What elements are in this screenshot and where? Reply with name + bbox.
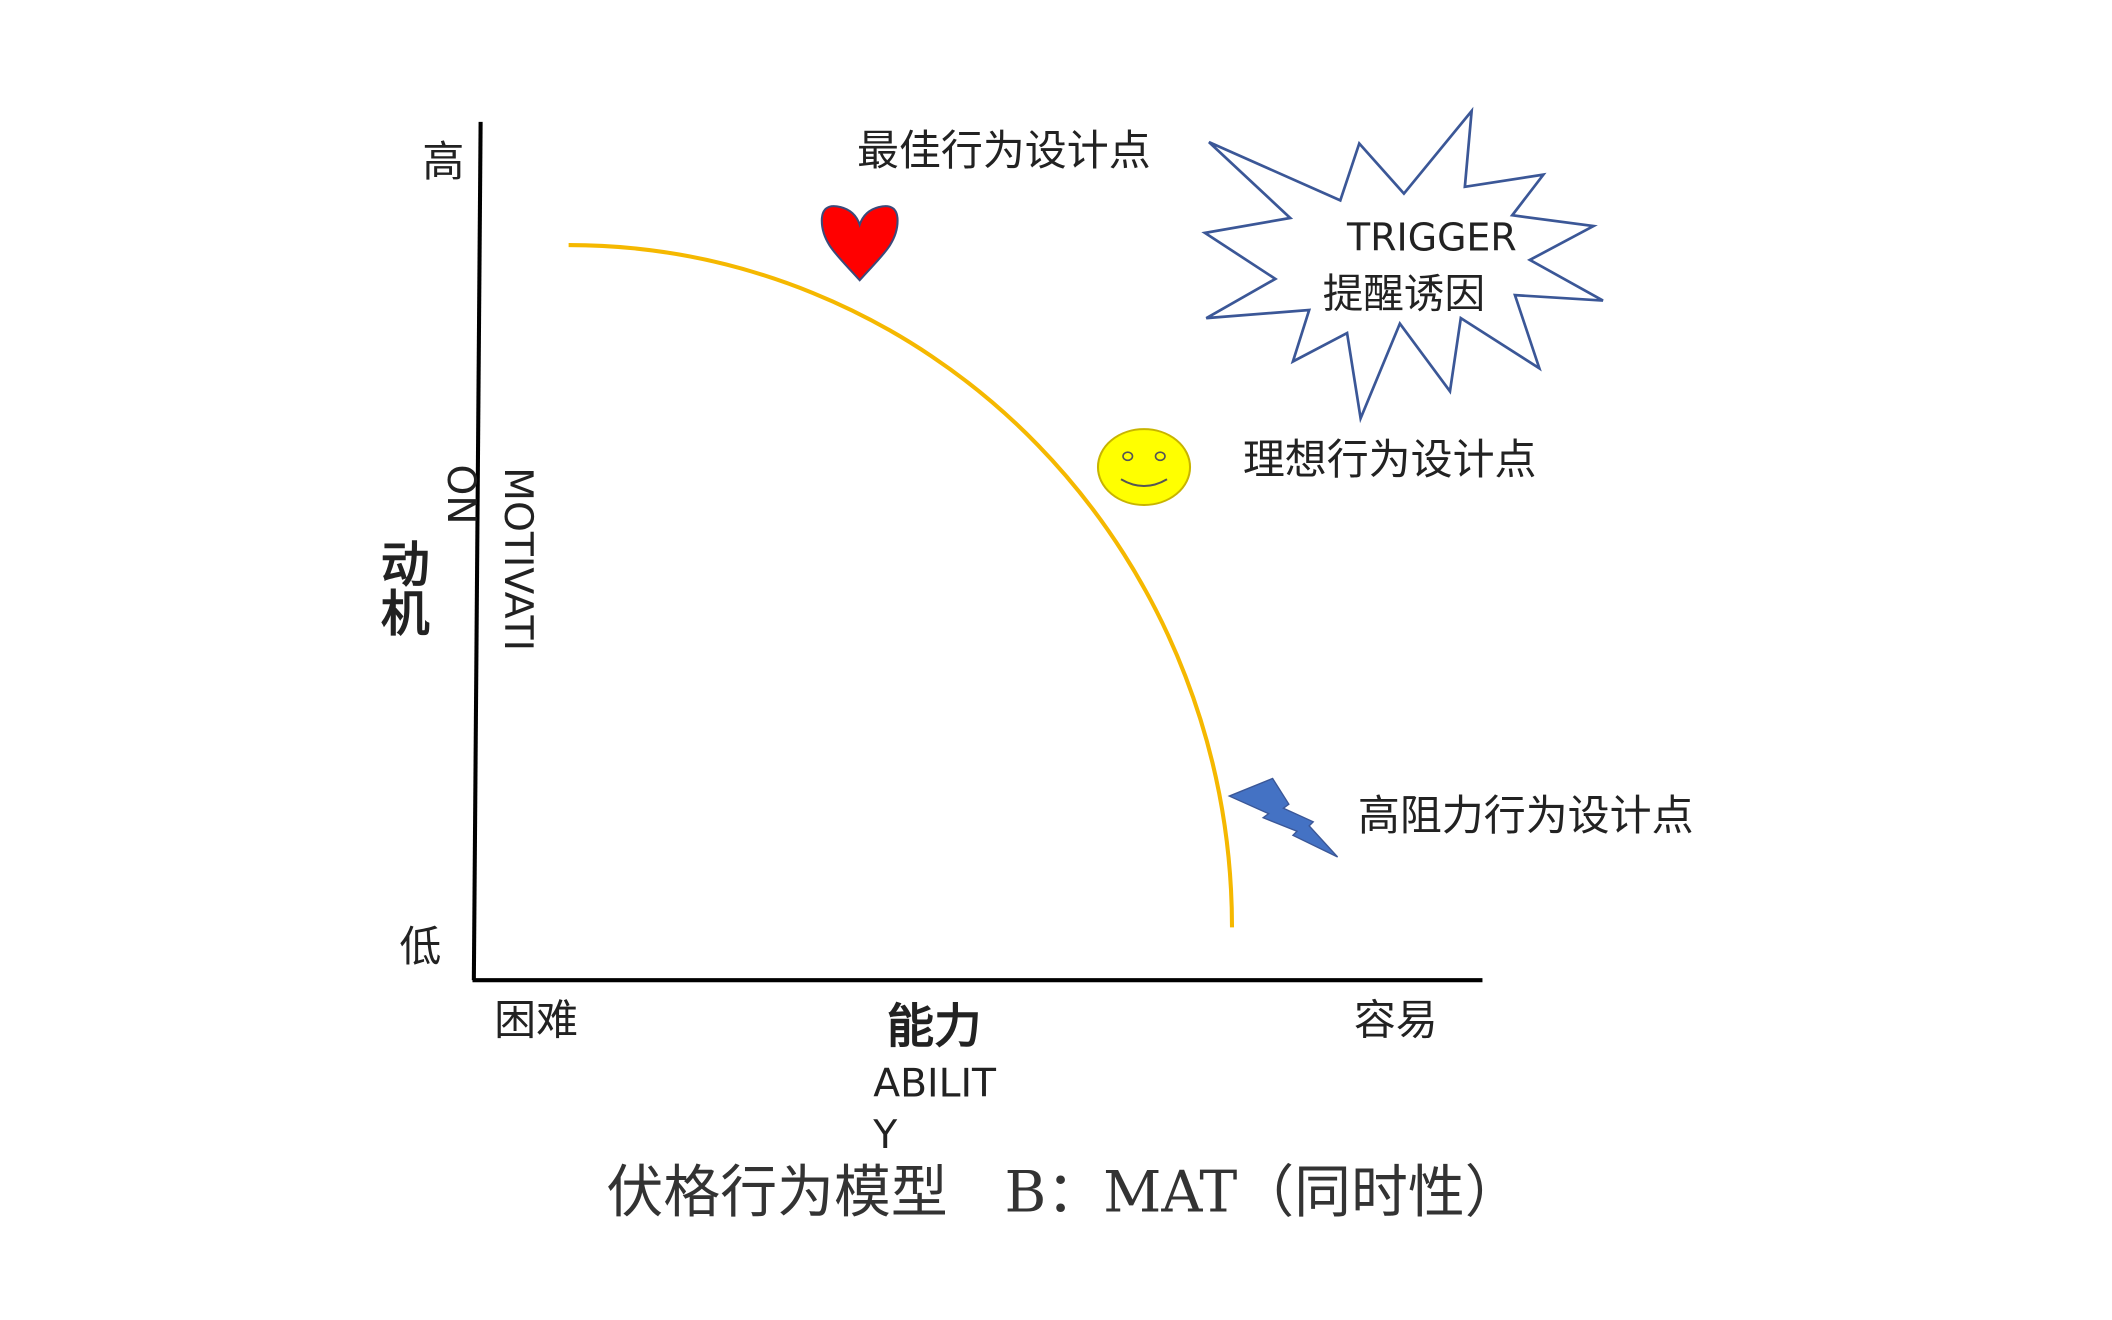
- x-right-label: 容易: [1354, 995, 1438, 1044]
- y-high-label: 高: [422, 137, 464, 186]
- lightning-icon: [1227, 777, 1339, 858]
- y-title-cn: 动机: [373, 539, 429, 637]
- starburst-shape: [1201, 106, 1604, 424]
- y-title-en-overflow: ON: [438, 464, 483, 524]
- trigger-cn-label: 提醒诱因: [1323, 269, 1485, 317]
- high-resistance-point-label: 高阻力行为设计点: [1358, 791, 1694, 840]
- diagram-caption: 伏格行为模型 B：MAT（同时性）: [607, 1160, 1522, 1226]
- x-title-en: ABILIT: [873, 1062, 997, 1107]
- x-title-en-overflow: Y: [872, 1113, 898, 1158]
- x-title-cn: 能力: [887, 999, 982, 1054]
- y-title-cn-text: 动机: [373, 539, 429, 637]
- smiley-icon: [1096, 428, 1192, 506]
- y-axis: [471, 121, 483, 981]
- best-point-label: 最佳行为设计点: [857, 126, 1151, 175]
- trigger-en-label: TRIGGER: [1346, 215, 1517, 259]
- ideal-point-label: 理想行为设计点: [1243, 435, 1537, 484]
- x-left-label: 困难: [494, 995, 578, 1044]
- y-low-label: 低: [399, 922, 441, 971]
- heart-icon: [820, 205, 899, 282]
- action-line-curve: [568, 243, 1235, 928]
- y-title-en: MOTIVATI: [495, 467, 540, 651]
